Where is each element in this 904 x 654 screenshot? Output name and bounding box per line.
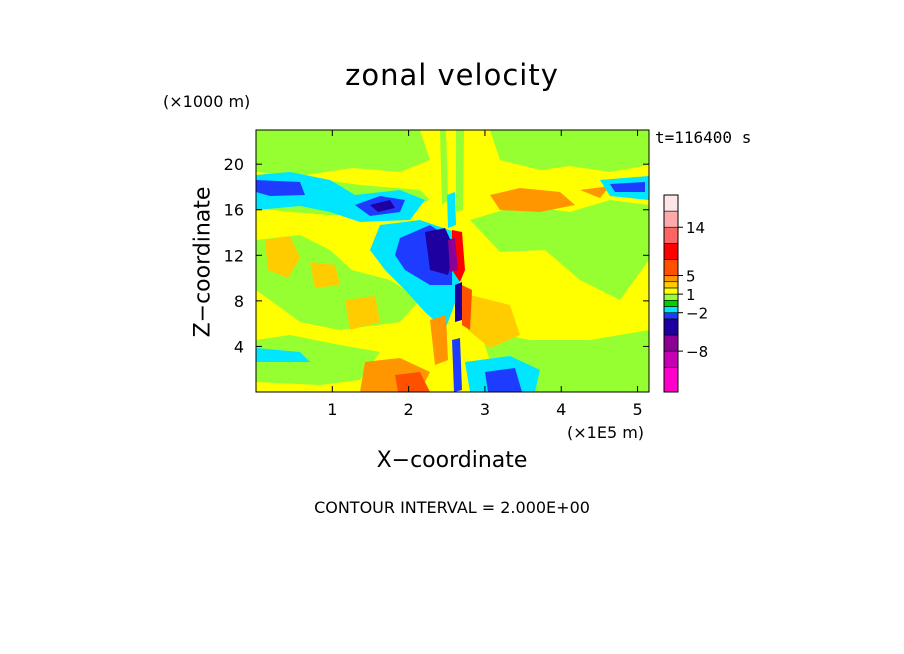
field-region-magenta bbox=[448, 238, 458, 272]
field-region-cyan bbox=[256, 348, 310, 362]
field-region-blue bbox=[256, 180, 305, 196]
contour-interval-label: CONTOUR INTERVAL = 2.000E+00 bbox=[314, 498, 590, 517]
field-region-blue bbox=[452, 338, 462, 392]
x-tick-label: 1 bbox=[327, 400, 337, 419]
x-axis-ticks: 1 2 3 4 5 bbox=[327, 130, 643, 419]
colorbar-swatch bbox=[663, 194, 679, 212]
field-region-green bbox=[256, 335, 380, 385]
x-axis-label: X−coordinate bbox=[376, 448, 528, 473]
colorbar-swatch bbox=[663, 210, 679, 228]
colorbar-swatch bbox=[663, 318, 679, 336]
colorbar: 14 51−2 −8 bbox=[663, 194, 708, 393]
y-tick-label: 16 bbox=[224, 201, 244, 220]
colorbar-label: 14 bbox=[686, 219, 705, 237]
y-axis-ticks: 4 8 12 16 20 bbox=[224, 155, 649, 356]
colorbar-swatch bbox=[663, 243, 679, 260]
colorbar-label: −2 bbox=[686, 305, 708, 323]
field-region-green bbox=[440, 130, 448, 205]
velocity-field bbox=[256, 130, 649, 392]
x-tick-label: 4 bbox=[556, 400, 566, 419]
field-region-green bbox=[490, 130, 649, 172]
field-region-orange bbox=[395, 372, 430, 392]
time-label: t=116400 s bbox=[655, 128, 752, 147]
chart-title: zonal velocity bbox=[345, 58, 559, 92]
colorbar-label: 5 bbox=[686, 268, 696, 286]
field-region-green bbox=[456, 130, 464, 212]
colorbar-swatch bbox=[663, 275, 679, 283]
field-region-green bbox=[256, 130, 430, 176]
y-tick-label: 12 bbox=[224, 246, 244, 265]
x-axis-label-row: X−coordinate bbox=[0, 448, 904, 473]
x-axis-unit: (×1E5 m) bbox=[567, 423, 645, 442]
field-region-blue bbox=[610, 182, 645, 192]
colorbar-swatch bbox=[663, 366, 679, 393]
y-tick-label: 4 bbox=[234, 337, 244, 356]
colorbar-swatch bbox=[663, 293, 679, 301]
field-region-orange bbox=[468, 295, 520, 348]
colorbar-swatch bbox=[663, 287, 679, 295]
field-region-cyan bbox=[447, 192, 456, 228]
colorbar-swatch bbox=[663, 259, 679, 276]
plot-frame bbox=[255, 129, 650, 393]
x-tick-label: 5 bbox=[632, 400, 642, 419]
field-region-orange bbox=[345, 296, 380, 330]
field-region-darkblue bbox=[455, 282, 462, 322]
field-region-darkblue bbox=[370, 200, 395, 212]
field-region-orange bbox=[310, 262, 340, 288]
colorbar-swatch bbox=[663, 300, 679, 307]
field-region-red bbox=[462, 285, 472, 330]
colorbar-swatch bbox=[663, 334, 679, 352]
colorbar-label: −8 bbox=[686, 343, 708, 361]
colorbar-swatch bbox=[663, 226, 679, 244]
field-region-blue bbox=[485, 368, 522, 392]
colorbar-swatch bbox=[663, 281, 679, 289]
colorbar-label: 1 bbox=[686, 286, 696, 304]
field-region-orange bbox=[580, 186, 610, 198]
y-tick-label: 8 bbox=[234, 292, 244, 311]
colorbar-swatch bbox=[663, 312, 679, 320]
field-region-orange bbox=[430, 315, 448, 365]
contour-interval-row: CONTOUR INTERVAL = 2.000E+00 bbox=[0, 498, 904, 517]
field-region-darkblue bbox=[425, 228, 455, 275]
x-tick-label: 2 bbox=[404, 400, 414, 419]
field-region-green bbox=[470, 200, 649, 300]
x-tick-label: 3 bbox=[480, 400, 490, 419]
colorbar-swatch bbox=[663, 350, 679, 368]
field-region-orange bbox=[265, 236, 300, 278]
y-axis-unit: (×1000 m) bbox=[163, 92, 251, 111]
colorbar-frame bbox=[663, 194, 679, 393]
field-region-orange bbox=[490, 188, 575, 212]
colorbar-swatch bbox=[663, 306, 679, 314]
y-tick-label: 20 bbox=[224, 155, 244, 174]
